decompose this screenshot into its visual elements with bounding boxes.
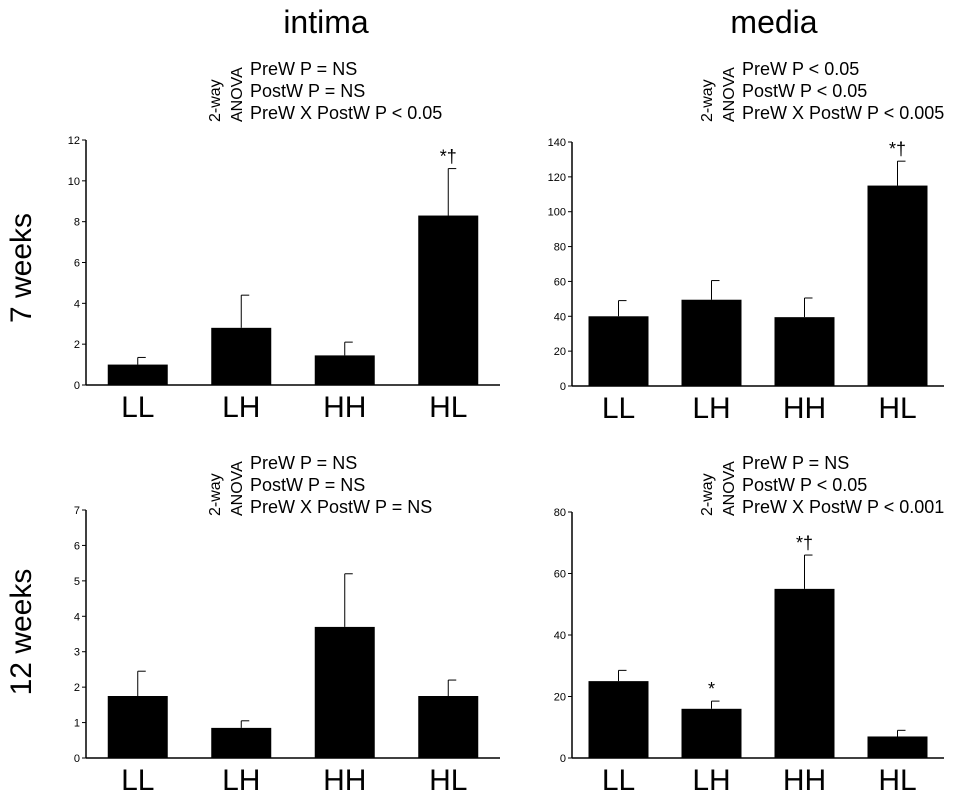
category-label-HH: HH	[323, 391, 366, 424]
y-tick-label: 8	[74, 217, 80, 229]
y-tick-label: 5	[74, 576, 80, 588]
y-tick-label: 10	[68, 176, 80, 188]
category-label-LL: LL	[602, 764, 635, 796]
bar-HH	[314, 626, 375, 758]
y-tick-label: 7	[74, 505, 80, 517]
y-tick-label: 120	[548, 172, 566, 184]
anova-line-postw: PostW P = NS	[250, 81, 366, 101]
bar-HH	[774, 317, 835, 386]
bar-HL	[867, 185, 928, 386]
bar-LH	[211, 727, 272, 758]
bar-HL	[418, 696, 479, 758]
anova-line-interaction: PreW X PostW P < 0.001	[742, 497, 945, 517]
y-tick-label: 2	[74, 339, 80, 351]
bar-HL	[418, 215, 479, 385]
bar-LL	[107, 364, 168, 385]
y-tick-label: 100	[548, 207, 566, 219]
y-tick-label: 3	[74, 647, 80, 659]
anova-line-prew: PreW P = NS	[742, 453, 850, 473]
y-tick-label: 0	[560, 381, 566, 393]
significance-marker-HL: *†	[440, 147, 457, 167]
y-tick-label: 1	[74, 718, 80, 730]
category-label-HH: HH	[323, 764, 366, 796]
bar-HL	[867, 736, 928, 758]
anova-line-interaction: PreW X PostW P < 0.05	[250, 103, 443, 123]
anova-line-prew: PreW P = NS	[250, 59, 358, 79]
significance-marker-LH: *	[708, 679, 715, 699]
anova-line-postw: PostW P < 0.05	[742, 81, 868, 101]
y-tick-label: 0	[74, 753, 80, 765]
anova-line-prew: PreW P < 0.05	[742, 59, 860, 79]
y-tick-label: 0	[74, 380, 80, 392]
anova-line-postw: PostW P = NS	[250, 475, 366, 495]
significance-marker-HL: *†	[889, 139, 906, 159]
y-tick-label: 20	[554, 692, 566, 704]
category-label-LH: LH	[692, 392, 730, 425]
column-title-media: media	[730, 4, 818, 40]
column-title-intima: intima	[283, 4, 369, 40]
y-tick-label: 12	[68, 135, 80, 147]
y-tick-label: 40	[554, 630, 566, 642]
category-label-LL: LL	[602, 392, 635, 425]
y-tick-label: 140	[548, 137, 566, 149]
y-tick-label: 4	[74, 298, 80, 310]
bar-LH	[681, 299, 742, 386]
category-label-HH: HH	[783, 392, 826, 425]
y-tick-label: 2	[74, 682, 80, 694]
category-label-LH: LH	[692, 764, 730, 796]
category-label-HL: HL	[429, 391, 467, 424]
bar-LH	[681, 708, 742, 758]
bar-HH	[774, 588, 835, 758]
y-tick-label: 20	[554, 346, 566, 358]
anova-line-interaction: PreW X PostW P = NS	[250, 497, 433, 517]
y-tick-label: 6	[74, 540, 80, 552]
bar-HH	[314, 355, 375, 385]
significance-marker-HH: *†	[796, 533, 813, 553]
category-label-HH: HH	[783, 764, 826, 796]
bar-LL	[588, 681, 649, 758]
y-tick-label: 80	[554, 507, 566, 519]
category-label-LH: LH	[222, 764, 260, 796]
anova-line-postw: PostW P < 0.05	[742, 475, 868, 495]
anova-line-prew: PreW P = NS	[250, 453, 358, 473]
bar-LH	[211, 327, 272, 385]
bar-LL	[588, 316, 649, 386]
category-label-HL: HL	[878, 392, 916, 425]
category-label-LL: LL	[121, 391, 154, 424]
category-label-HL: HL	[878, 764, 916, 796]
y-tick-label: 80	[554, 242, 566, 254]
y-tick-label: 4	[74, 611, 80, 623]
y-tick-label: 40	[554, 311, 566, 323]
category-label-HL: HL	[429, 764, 467, 796]
category-label-LH: LH	[222, 391, 260, 424]
anova-line-interaction: PreW X PostW P < 0.005	[742, 103, 945, 123]
y-tick-label: 6	[74, 258, 80, 270]
y-tick-label: 0	[560, 753, 566, 765]
category-label-LL: LL	[121, 764, 154, 796]
y-tick-label: 60	[554, 569, 566, 581]
bar-LL	[107, 696, 168, 758]
y-tick-label: 60	[554, 276, 566, 288]
